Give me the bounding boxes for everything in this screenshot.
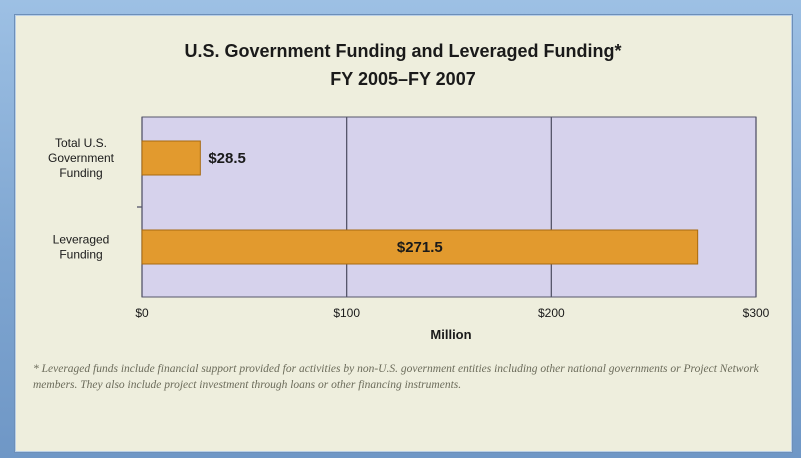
data-labels: $28.5 $271.5 [208,150,442,256]
category-label: Leveraged Funding [53,233,110,262]
chart-panel: U.S. Government Funding and Leveraged Fu… [14,14,793,453]
plot-area [141,116,757,298]
gridlines [137,117,757,297]
chart: U.S. Government Funding and Leveraged Fu… [48,41,770,342]
x-axis-title: Million [430,327,471,342]
chart-subtitle: FY 2005–FY 2007 [330,69,475,89]
chart-title: U.S. Government Funding and Leveraged Fu… [184,41,621,89]
x-tick-label: $200 [538,306,565,320]
category-label: Total U.S. Government Funding [48,136,115,180]
data-label: $271.5 [397,239,443,256]
bars [141,140,699,265]
category-labels: Total U.S. Government Funding Leveraged Fund… [48,136,115,262]
x-tick-label: $0 [135,306,149,320]
x-tick-labels: $0 $100 $200 $300 [135,306,769,320]
bar [141,140,201,176]
x-tick-label: $300 [743,306,770,320]
data-label: $28.5 [208,150,246,167]
footnote: * Leveraged funds include financial supp… [33,363,759,391]
bar [141,229,699,265]
chart-title-line: U.S. Government Funding and Leveraged Fu… [184,41,621,61]
x-tick-label: $100 [333,306,360,320]
